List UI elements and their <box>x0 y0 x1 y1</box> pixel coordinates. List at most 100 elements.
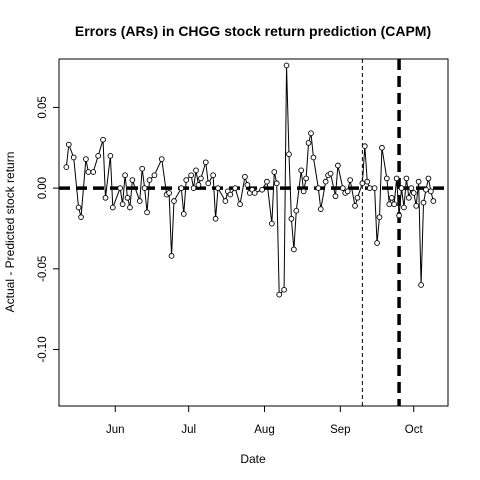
data-point <box>265 179 270 184</box>
data-point <box>414 203 419 208</box>
data-point <box>362 144 367 149</box>
data-point <box>360 181 365 186</box>
x-tick-label: Oct <box>405 424 424 436</box>
data-point <box>172 199 177 204</box>
data-point <box>340 186 345 191</box>
data-point <box>384 176 389 181</box>
data-point <box>272 170 277 175</box>
data-point <box>336 163 341 168</box>
data-point <box>194 168 199 173</box>
data-point <box>130 178 135 183</box>
data-point <box>216 186 221 191</box>
data-point <box>213 216 218 221</box>
data-point <box>120 202 125 207</box>
data-point <box>152 173 157 178</box>
data-point <box>394 176 399 181</box>
data-point <box>419 283 424 288</box>
data-point <box>392 202 397 207</box>
data-point <box>406 195 411 200</box>
data-point <box>282 287 287 292</box>
data-point <box>125 195 130 200</box>
data-point <box>328 171 333 176</box>
data-point <box>348 178 353 183</box>
data-point <box>431 199 436 204</box>
data-point <box>309 131 314 136</box>
data-point <box>252 191 257 196</box>
data-point <box>84 157 89 162</box>
data-point <box>71 155 76 160</box>
y-tick-label: 0.00 <box>37 177 49 199</box>
data-point <box>294 208 299 213</box>
data-point <box>159 157 164 162</box>
data-point <box>198 176 203 181</box>
y-tick-label: -0.05 <box>37 256 49 282</box>
data-point <box>103 195 108 200</box>
data-point <box>399 186 404 191</box>
data-point <box>355 195 360 200</box>
data-point <box>211 173 216 178</box>
data-point <box>228 192 233 197</box>
data-point <box>387 202 392 207</box>
data-point <box>108 153 113 158</box>
x-tick-label: Jul <box>181 424 196 436</box>
data-point <box>304 176 309 181</box>
data-point <box>233 186 238 191</box>
data-point <box>274 181 279 186</box>
data-point <box>142 186 147 191</box>
x-tick-label: Sep <box>330 424 350 436</box>
y-axis: -0.10 -0.05 0.00 0.05 <box>37 96 59 362</box>
x-axis-label: Date <box>240 452 266 466</box>
data-point <box>206 181 211 186</box>
chart-title: Errors (ARs) in CHGG stock return predic… <box>75 23 431 39</box>
data-point <box>428 189 433 194</box>
data-point <box>323 179 328 184</box>
data-point <box>301 189 306 194</box>
plot-frame <box>59 59 448 406</box>
data-point <box>243 174 248 179</box>
data-point <box>416 179 421 184</box>
data-point <box>316 186 321 191</box>
data-point <box>291 247 296 252</box>
y-axis-label: Actual - Predicted stock return <box>3 152 17 313</box>
data-point <box>299 168 304 173</box>
data-point <box>409 186 414 191</box>
x-axis: Jun Jul Aug Sep Oct <box>106 406 424 436</box>
y-tick-label: 0.05 <box>37 96 49 118</box>
data-point <box>96 153 101 158</box>
data-point <box>137 199 142 204</box>
data-point <box>238 202 243 207</box>
data-point <box>397 213 402 218</box>
data-point <box>184 178 189 183</box>
series-errors <box>64 63 436 297</box>
data-point <box>101 137 106 142</box>
data-point <box>189 173 194 178</box>
data-point <box>426 176 431 181</box>
data-point <box>128 205 133 210</box>
data-point <box>353 203 358 208</box>
reference-lines <box>59 59 448 406</box>
data-point <box>372 186 377 191</box>
data-point <box>167 191 172 196</box>
data-point <box>203 160 208 165</box>
data-point <box>191 186 196 191</box>
x-tick-label: Aug <box>254 424 274 436</box>
series-line <box>66 65 433 294</box>
data-point <box>284 63 289 68</box>
data-point <box>380 145 385 150</box>
data-point <box>91 170 96 175</box>
data-point <box>110 205 115 210</box>
data-point <box>86 170 91 175</box>
data-point <box>389 195 394 200</box>
data-point <box>245 182 250 187</box>
y-tick-label: -0.10 <box>37 336 49 362</box>
data-point <box>196 182 201 187</box>
data-point <box>424 187 429 192</box>
data-point <box>179 186 184 191</box>
data-point <box>277 292 282 297</box>
data-point <box>169 254 174 259</box>
data-point <box>377 215 382 220</box>
data-point <box>287 152 292 157</box>
data-point <box>147 178 152 183</box>
data-point <box>66 142 71 147</box>
